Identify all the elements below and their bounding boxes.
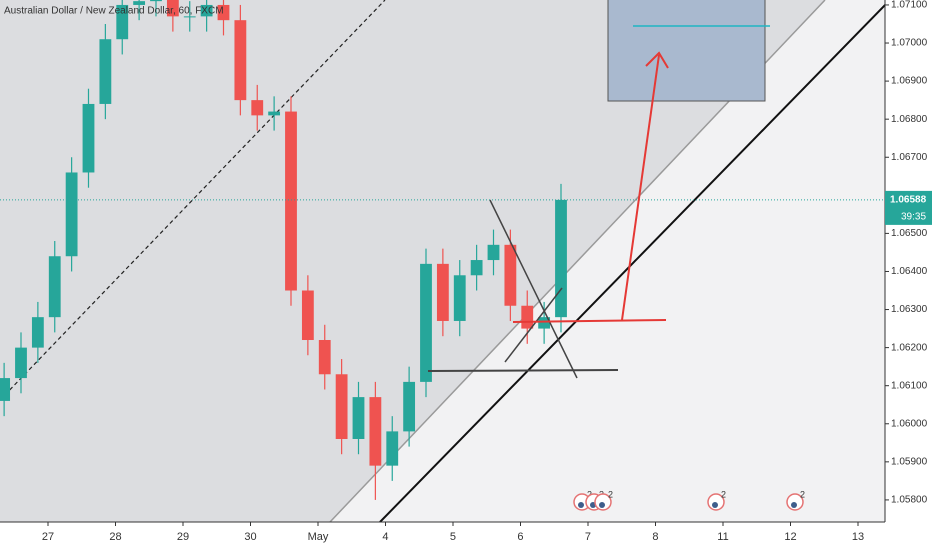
candle-body [487, 244, 500, 261]
candle-body [436, 263, 449, 321]
candle-body [504, 244, 517, 306]
candle-body [352, 397, 365, 439]
last-price-label: 1.06588 [890, 195, 927, 206]
event-label: 2 [608, 489, 613, 499]
y-tick-label: 1.06700 [891, 152, 928, 163]
candle-body [133, 1, 146, 5]
event-icon [786, 493, 804, 511]
countdown: 39:35 [901, 212, 926, 223]
y-tick-label: 1.06900 [891, 76, 928, 87]
event-icon [707, 493, 725, 511]
y-tick-label: 1.06500 [891, 228, 928, 239]
candle-body [369, 397, 382, 466]
x-tick-label: 5 [450, 531, 456, 543]
candle-body [251, 100, 264, 116]
x-tick-label: 30 [244, 531, 256, 543]
candle-body [48, 256, 61, 318]
trend-line-black [379, 3, 885, 522]
candle-body [521, 305, 534, 329]
event-dot [599, 502, 605, 508]
y-tick-label: 1.06300 [891, 304, 928, 315]
arrow-head [645, 51, 669, 69]
candle-body [268, 111, 281, 116]
candle-body [555, 199, 567, 318]
x-tick-label: 29 [177, 531, 189, 543]
last-price-box [885, 190, 932, 225]
event-dot [712, 502, 718, 508]
candle-body [301, 290, 314, 341]
event-label: 2 [587, 489, 592, 499]
y-tick-label: 1.06000 [891, 418, 928, 429]
candle-body [65, 172, 78, 257]
y-tick-label: 1.06800 [891, 114, 928, 125]
candle-body [31, 317, 44, 348]
candle-body [335, 374, 348, 439]
target-box [607, 0, 766, 102]
chart-title: Australian Dollar / New Zealand Dollar, … [4, 6, 224, 17]
candle-body [470, 260, 483, 276]
event-dot [791, 502, 797, 508]
x-tick-label: 8 [652, 531, 658, 543]
breakout-line [512, 319, 667, 323]
candle-body [116, 4, 129, 40]
candle-body [217, 4, 230, 21]
candle-body [453, 275, 466, 321]
triangle-line [504, 287, 563, 363]
x-tick-label: 27 [42, 531, 54, 543]
candle-body [166, 0, 179, 17]
x-tick-label: 12 [784, 531, 796, 543]
candle-body [386, 431, 399, 466]
y-tick-label: 1.07100 [891, 0, 928, 11]
candle-body [285, 111, 297, 291]
support-line [427, 369, 619, 372]
candle-body [318, 340, 331, 375]
price-axis [885, 0, 932, 550]
channel-fill [0, 0, 825, 522]
candle-body [200, 4, 213, 17]
candle-body [420, 263, 432, 382]
event-icon [594, 493, 612, 511]
x-tick-label: 13 [852, 531, 864, 543]
y-tick-label: 1.05800 [891, 495, 928, 506]
x-tick-label: 11 [717, 531, 728, 543]
x-tick-label: 7 [585, 531, 591, 543]
x-tick-label: 28 [109, 531, 121, 543]
candle-body [183, 16, 196, 18]
trend-line-dashed [0, 0, 386, 401]
candle-body [82, 103, 95, 173]
candle-body [234, 20, 247, 101]
y-tick-label: 1.06100 [891, 380, 928, 391]
candle-body [15, 347, 27, 379]
event-dot [578, 502, 584, 508]
candle-body [99, 39, 112, 104]
y-tick-label: 1.07000 [891, 38, 928, 49]
triangle-line [489, 199, 578, 379]
x-tick-label: May [308, 531, 329, 543]
arrow [621, 54, 660, 321]
y-tick-label: 1.06200 [891, 342, 928, 353]
y-tick-label: 1.06400 [891, 266, 928, 277]
candle-body [0, 378, 11, 401]
x-tick-label: 4 [382, 531, 388, 543]
event-label: 2 [800, 489, 805, 499]
time-axis [0, 522, 885, 550]
candle-body [403, 381, 416, 432]
y-tick-label: 1.05900 [891, 456, 928, 467]
candle-body [150, 0, 162, 2]
event-label: 2 [721, 489, 726, 499]
x-tick-label: 6 [517, 531, 523, 543]
candle-body [538, 317, 551, 329]
